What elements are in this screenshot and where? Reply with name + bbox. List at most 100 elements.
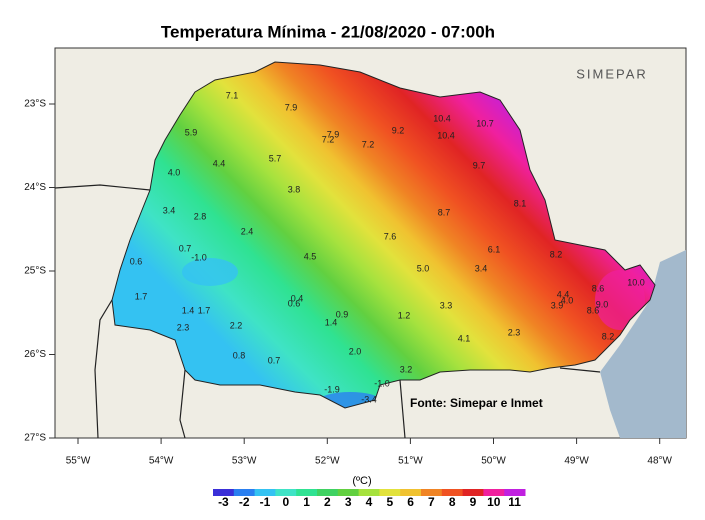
colorbar-label: 4 xyxy=(366,495,373,509)
colorbar-label: -1 xyxy=(260,495,271,509)
station-value: 0.7 xyxy=(268,355,281,365)
colorbar-label: 9 xyxy=(470,495,477,509)
station-value: 3.8 xyxy=(288,184,301,194)
station-value: 0.7 xyxy=(179,243,192,253)
station-value: 7.9 xyxy=(327,129,340,139)
station-value: -1.0 xyxy=(374,378,390,388)
station-value: 4.4 xyxy=(557,289,570,299)
colorbar-label: 2 xyxy=(324,495,331,509)
station-value: 1.4 xyxy=(182,305,195,315)
lon-label: 53°W xyxy=(232,456,257,467)
colorbar-swatch xyxy=(483,489,505,496)
station-value: 3.4 xyxy=(163,205,176,215)
colorbar-label: 5 xyxy=(386,495,393,509)
station-value: 0.4 xyxy=(291,293,304,303)
station-value: 8.7 xyxy=(438,207,451,217)
lon-label: 49°W xyxy=(564,456,589,467)
colorbar-label: 7 xyxy=(428,495,435,509)
colorbar-swatch xyxy=(462,489,484,496)
station-value: 0.6 xyxy=(130,256,143,266)
station-value: 2.3 xyxy=(508,327,521,337)
station-value: 3.9 xyxy=(551,300,564,310)
station-value: 1.4 xyxy=(325,317,338,327)
station-value: 5.0 xyxy=(417,263,430,273)
colorbar-label: 8 xyxy=(449,495,456,509)
station-value: -3.4 xyxy=(361,394,377,404)
station-value: 4.0 xyxy=(561,295,574,305)
station-value: 0.6 xyxy=(288,298,301,308)
colorbar-swatch xyxy=(358,489,380,496)
lat-label: 24°S xyxy=(24,182,46,193)
lon-label: 52°W xyxy=(315,456,340,467)
title: Temperatura Mínima - 21/08/2020 - 07:00h xyxy=(161,22,495,41)
colorbar-swatch xyxy=(233,489,256,496)
station-value: 8.2 xyxy=(602,331,615,341)
station-value: 9.0 xyxy=(596,299,609,309)
station-value: 4.1 xyxy=(458,333,471,343)
colorbar-swatch xyxy=(296,489,318,496)
station-value: 7.2 xyxy=(322,134,335,144)
station-value: 5.7 xyxy=(269,153,282,163)
station-value: 0.9 xyxy=(336,309,349,319)
colorbar-label: 1 xyxy=(303,495,310,509)
ocean xyxy=(600,250,686,438)
station-value: 10.0 xyxy=(627,277,645,287)
colorbar-swatch xyxy=(275,489,297,496)
lat-label: 26°S xyxy=(24,349,46,360)
station-value: 7.9 xyxy=(285,102,298,112)
station-value: 4.5 xyxy=(304,251,317,261)
colorbar-swatch xyxy=(504,489,526,496)
station-value: 9.2 xyxy=(392,125,405,135)
colorbar-label: 3 xyxy=(345,495,352,509)
station-value: 3.3 xyxy=(440,300,453,310)
station-value: 7.1 xyxy=(226,90,239,100)
source: Fonte: Simepar e Inmet xyxy=(410,396,543,410)
colorbar-swatch xyxy=(441,489,464,496)
colorbar-label: -2 xyxy=(239,495,250,509)
colorbar-swatch xyxy=(337,489,360,496)
station-value: 6.1 xyxy=(488,244,501,254)
lon-label: 54°W xyxy=(149,456,174,467)
station-value: -1.9 xyxy=(324,384,340,394)
station-value: 1.2 xyxy=(398,310,411,320)
borders xyxy=(55,184,601,438)
lon-label: 50°W xyxy=(481,456,506,467)
colorbar-swatch xyxy=(213,489,235,496)
colorbar-label: 11 xyxy=(508,495,521,509)
colorbar-label: -3 xyxy=(218,495,229,509)
station-value: 8.1 xyxy=(514,198,527,208)
station-value: 4.4 xyxy=(213,158,226,168)
station-value: 3.2 xyxy=(400,364,413,374)
colorbar-label: 6 xyxy=(407,495,414,509)
station-value: 7.2 xyxy=(362,139,375,149)
station-value: 3.4 xyxy=(475,263,488,273)
station-value: 1.7 xyxy=(198,305,211,315)
station-value: 7.6 xyxy=(384,231,397,241)
station-value: 2.3 xyxy=(177,322,190,332)
station-value: 2.0 xyxy=(349,346,362,356)
station-value: 0.8 xyxy=(233,350,246,360)
station-value: 5.9 xyxy=(185,127,198,137)
lat-label: 25°S xyxy=(24,266,46,277)
colorbar-unit: (ºC) xyxy=(352,475,371,487)
lon-label: 48°W xyxy=(647,456,672,467)
station-value: 8.2 xyxy=(550,249,563,259)
logo: SIMEPAR xyxy=(576,66,648,81)
lat-label: 23°S xyxy=(24,99,46,110)
colorbar-swatch xyxy=(379,489,401,496)
station-value: 2.4 xyxy=(241,226,254,236)
colorbar-swatch xyxy=(254,489,276,496)
station-value: 1.7 xyxy=(135,291,148,301)
station-value: 2.2 xyxy=(230,320,243,330)
colorbar-swatch xyxy=(317,489,339,496)
station-value: 10.4 xyxy=(433,113,451,123)
lon-label: 55°W xyxy=(66,456,91,467)
colorbar-label: 0 xyxy=(282,495,289,509)
lat-label: 27°S xyxy=(24,433,46,444)
colorbar-label: 10 xyxy=(487,495,501,509)
colorbar-swatch xyxy=(421,489,443,496)
station-value: 8.6 xyxy=(592,283,605,293)
station-value: 10.4 xyxy=(437,130,455,140)
lon-label: 51°W xyxy=(398,456,423,467)
